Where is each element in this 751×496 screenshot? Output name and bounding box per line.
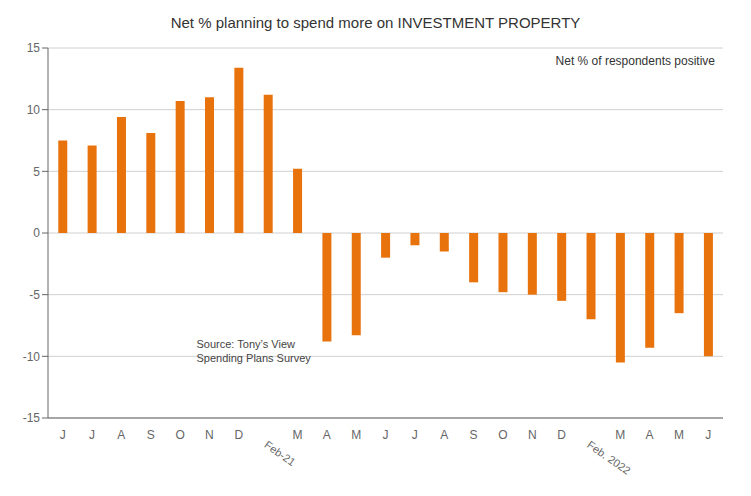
svg-text:N: N — [205, 428, 214, 442]
svg-text:A: A — [323, 428, 331, 442]
svg-text:A: A — [646, 428, 654, 442]
svg-text:D: D — [234, 428, 243, 442]
svg-text:-10: -10 — [23, 350, 41, 364]
svg-text:J: J — [705, 428, 711, 442]
svg-text:N: N — [528, 428, 537, 442]
svg-text:-5: -5 — [29, 288, 40, 302]
svg-text:-15: -15 — [23, 411, 41, 425]
svg-text:M: M — [292, 428, 302, 442]
svg-text:J: J — [60, 428, 66, 442]
html-text:Source: Tony’s View Spending P: Source: Tony’s View Spending Plans Surve… — [196, 337, 311, 364]
html-text:Net % of respondents positive: Net % of respondents positive — [555, 54, 715, 68]
svg-text:M: M — [615, 428, 625, 442]
svg-text:A: A — [117, 428, 125, 442]
svg-text:5: 5 — [33, 165, 40, 179]
svg-text:J: J — [412, 428, 418, 442]
svg-text:O: O — [175, 428, 184, 442]
svg-text:A: A — [440, 428, 448, 442]
svg-text:J: J — [89, 428, 95, 442]
svg-text:Feb. 2022: Feb. 2022 — [585, 438, 632, 476]
svg-text:10: 10 — [27, 103, 41, 117]
svg-text:M: M — [674, 428, 684, 442]
svg-text:S: S — [147, 428, 155, 442]
html-text:Net % planning to spend more o: Net % planning to spend more on INVESTME… — [170, 14, 581, 31]
svg-text:15: 15 — [27, 41, 41, 55]
svg-text:D: D — [557, 428, 566, 442]
svg-text:O: O — [498, 428, 507, 442]
svg-text:M: M — [351, 428, 361, 442]
svg-text:Feb-21: Feb-21 — [262, 438, 297, 468]
svg-text:0: 0 — [33, 226, 40, 240]
svg-text:J: J — [383, 428, 389, 442]
svg-text:S: S — [470, 428, 478, 442]
